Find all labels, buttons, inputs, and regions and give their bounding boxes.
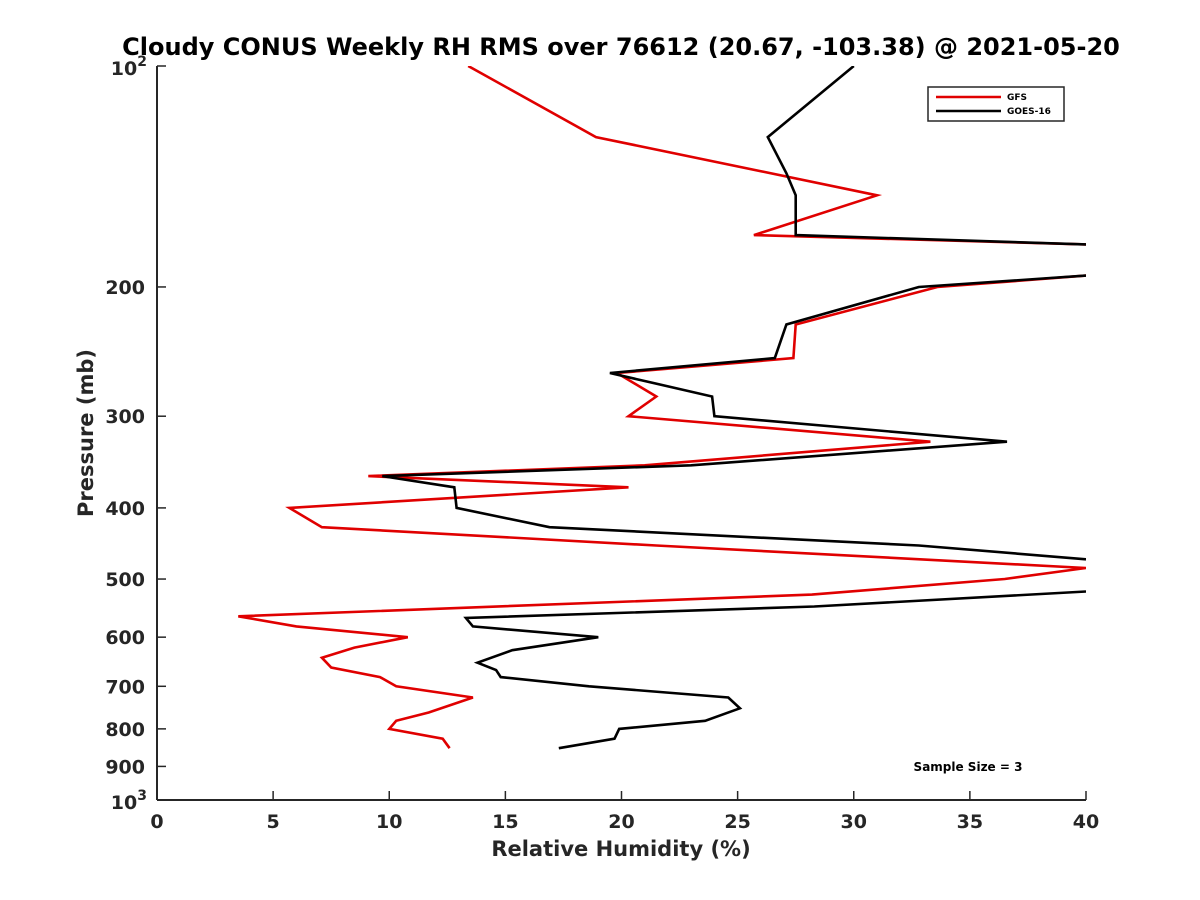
x-tick-label: 0 bbox=[150, 811, 163, 833]
x-tick-label: 40 bbox=[1073, 811, 1099, 833]
y-tick-label: 900 bbox=[105, 756, 145, 778]
y-tick-label: 200 bbox=[105, 277, 145, 299]
y-tick-label: 400 bbox=[105, 498, 145, 520]
series-line-goes-16-1 bbox=[766, 66, 1086, 246]
legend-box bbox=[927, 86, 1065, 122]
x-axis-label: Relative Humidity (%) bbox=[491, 837, 750, 861]
x-tick-label: 25 bbox=[724, 811, 750, 833]
y-tick-label: 103 bbox=[111, 788, 147, 814]
plot-area: 0 5 10 15 20 25 30 35 40 200 300 400 500 600 700 800 900… bbox=[105, 54, 1099, 833]
x-tick-label: 35 bbox=[957, 811, 983, 833]
y-tick-label: 102 bbox=[111, 54, 147, 80]
x-tick-label: 15 bbox=[492, 811, 518, 833]
y-tick-label: 600 bbox=[105, 627, 145, 649]
y-axis-label: Pressure (mb) bbox=[74, 349, 98, 517]
series-line-goes-16-2 bbox=[382, 274, 1086, 561]
y-tick-label: 800 bbox=[105, 719, 145, 741]
series-line-gfs-2 bbox=[238, 274, 1086, 749]
legend: GFS GOES-16 bbox=[927, 86, 1065, 122]
y-tick-label: 500 bbox=[105, 569, 145, 591]
x-tick-label: 30 bbox=[841, 811, 867, 833]
y-tick-label: 700 bbox=[105, 676, 145, 698]
x-tick-label: 20 bbox=[608, 811, 634, 833]
chart-title: Cloudy CONUS Weekly RH RMS over 76612 (2… bbox=[122, 33, 1120, 61]
legend-label-goes-16: GOES-16 bbox=[1007, 107, 1051, 117]
y-tick-label: 300 bbox=[105, 406, 145, 428]
x-tick-label: 10 bbox=[376, 811, 402, 833]
series-line-goes-16-3 bbox=[463, 590, 1086, 750]
sample-size-annotation: Sample Size = 3 bbox=[914, 760, 1023, 774]
x-tick-label: 5 bbox=[267, 811, 280, 833]
legend-label-gfs: GFS bbox=[1007, 93, 1027, 103]
